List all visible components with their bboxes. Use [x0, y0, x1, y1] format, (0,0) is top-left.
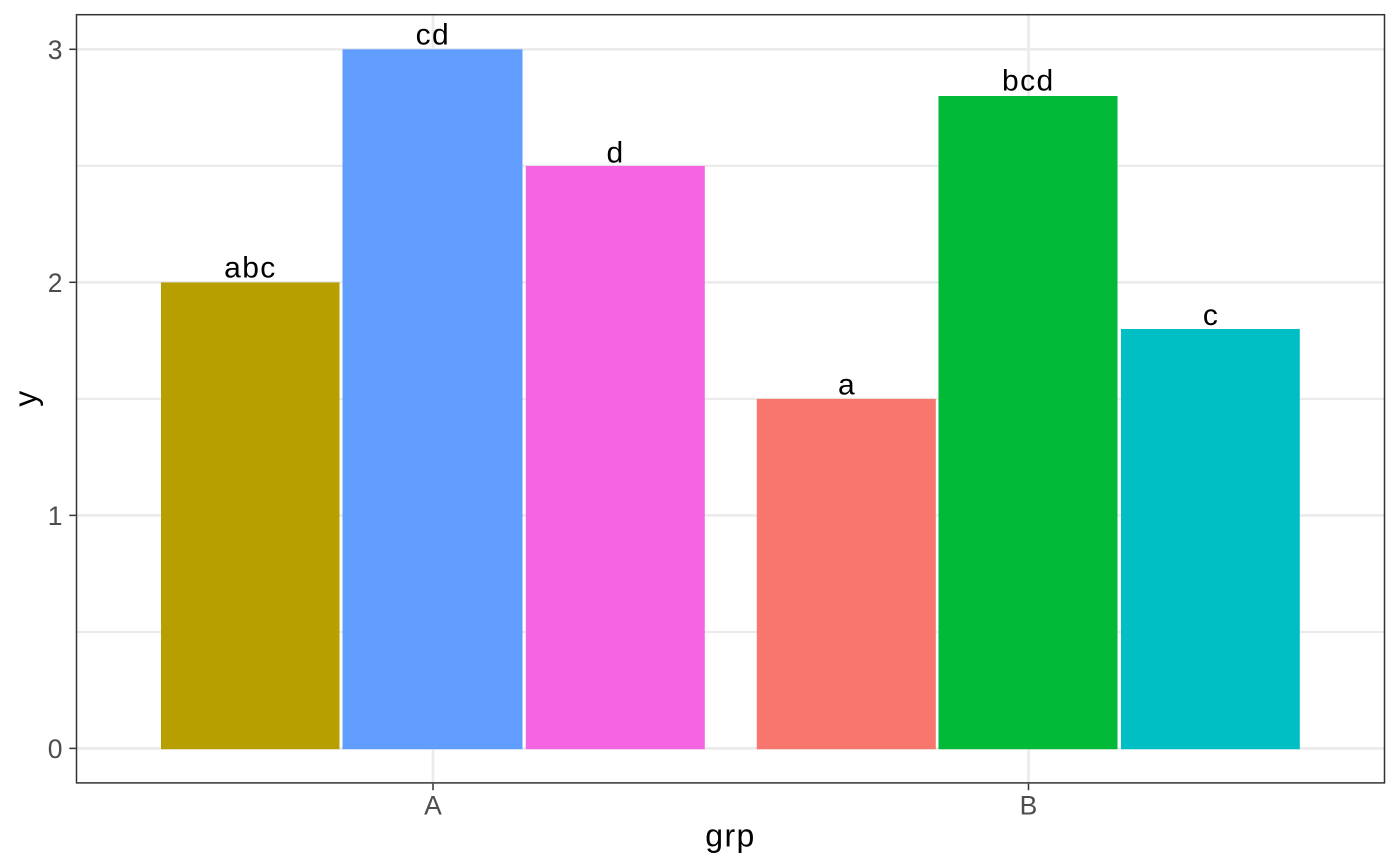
svg-text:y: y: [7, 391, 43, 407]
svg-text:a: a: [838, 368, 855, 401]
svg-text:c: c: [1203, 299, 1218, 332]
svg-text:d: d: [606, 136, 623, 169]
svg-text:abc: abc: [224, 252, 277, 285]
svg-text:cd: cd: [416, 19, 451, 52]
svg-text:3: 3: [48, 35, 63, 65]
svg-text:B: B: [1020, 791, 1038, 821]
svg-text:2: 2: [48, 268, 63, 298]
svg-text:bcd: bcd: [1002, 64, 1055, 97]
svg-text:grp: grp: [705, 818, 755, 854]
svg-text:1: 1: [48, 501, 63, 531]
svg-text:A: A: [424, 791, 442, 821]
svg-text:0: 0: [48, 734, 63, 764]
